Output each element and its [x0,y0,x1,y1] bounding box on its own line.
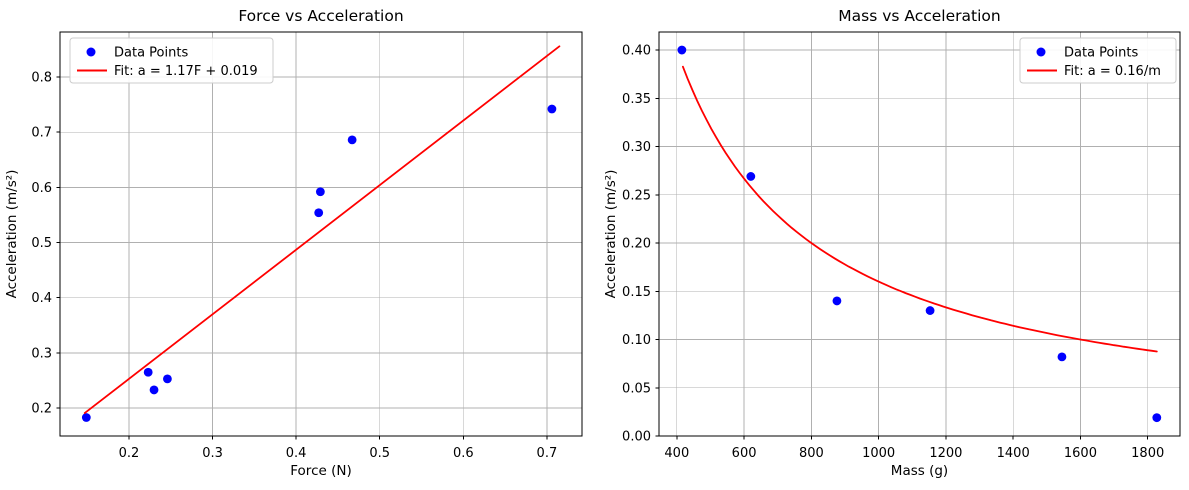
y-tick-label: 0.00 [622,430,651,445]
x-tick-label: 0.2 [119,446,140,461]
x-tick-label: 1400 [997,446,1030,461]
y-tick-label: 0.4 [31,291,52,306]
data-point [1152,413,1162,423]
data-point [832,296,842,306]
legend-marker-dot [86,47,96,57]
y-tick-label: 0.05 [622,381,651,396]
x-tick-label: 0.6 [453,446,474,461]
y-tick-label: 0.2 [31,402,52,417]
data-point [149,385,159,395]
x-tick-label: 0.3 [202,446,223,461]
legend-label: Fit: a = 0.16/m [1064,64,1161,79]
fit-line [682,65,1158,353]
data-point [677,45,687,55]
legend-label: Data Points [1064,46,1138,61]
x-axis-label: Mass (g) [891,463,948,479]
y-axis-label: Acceleration (m/s²) [603,170,619,299]
y-tick-label: 0.40 [622,44,651,59]
x-tick-label: 400 [664,446,689,461]
data-point [347,135,357,145]
y-tick-label: 0.7 [31,126,52,141]
y-tick-label: 0.25 [622,188,651,203]
y-tick-label: 0.10 [622,333,651,348]
x-tick-label: 800 [799,446,824,461]
legend-marker-dot [1036,47,1046,57]
chart-title: Force vs Acceleration [238,7,403,25]
x-axis-label: Force (N) [290,463,351,479]
legend-box [69,37,274,84]
data-point [547,104,557,114]
y-tick-label: 0.5 [31,236,52,251]
y-tick-label: 0.20 [622,237,651,252]
data-point [1057,352,1067,362]
legend-label: Fit: a = 1.17F + 0.019 [114,64,258,79]
data-point [163,374,172,384]
chart-1: 400 600 800 1000 1200 1400 1600 1800 0.00 0.05 0.1… [603,7,1181,479]
x-tick-label: 0.5 [369,446,390,461]
y-tick-label: 0.15 [622,285,651,300]
axes-border [658,31,1181,437]
legend-label: Data Points [114,46,188,61]
x-tick-label: 1600 [1064,446,1097,461]
axes-border [59,31,583,437]
x-tick-label: 600 [732,446,757,461]
y-tick-label: 0.30 [622,140,651,155]
data-point [746,172,756,181]
data-point [143,367,153,377]
x-tick-label: 1000 [862,446,895,461]
y-axis-label: Acceleration (m/s²) [4,170,20,299]
y-tick-label: 0.35 [622,92,651,107]
legend: Data Points Fit: a = 1.17F + 0.019 [69,37,274,84]
x-tick-label: 0.4 [286,446,307,461]
chart-title: Mass vs Acceleration [838,7,1000,25]
x-tick-label: 0.7 [537,446,558,461]
chart-0: 0.2 0.3 0.4 0.5 0.6 0.7 0.2 0.3 0.4 0.5 0.6 0.7 0.8 F… [4,7,583,479]
data-point [314,208,324,218]
x-tick-label: 1800 [1131,446,1164,461]
x-tick-label: 1200 [929,446,962,461]
y-tick-label: 0.6 [31,181,52,196]
legend: Data Points Fit: a = 0.16/m [1019,37,1177,84]
fit-line [83,45,561,414]
data-point [315,187,325,197]
y-tick-label: 0.3 [31,346,52,361]
y-tick-label: 0.8 [31,70,52,85]
data-point [81,413,91,422]
legend-box [1019,37,1177,84]
data-point [925,306,935,315]
